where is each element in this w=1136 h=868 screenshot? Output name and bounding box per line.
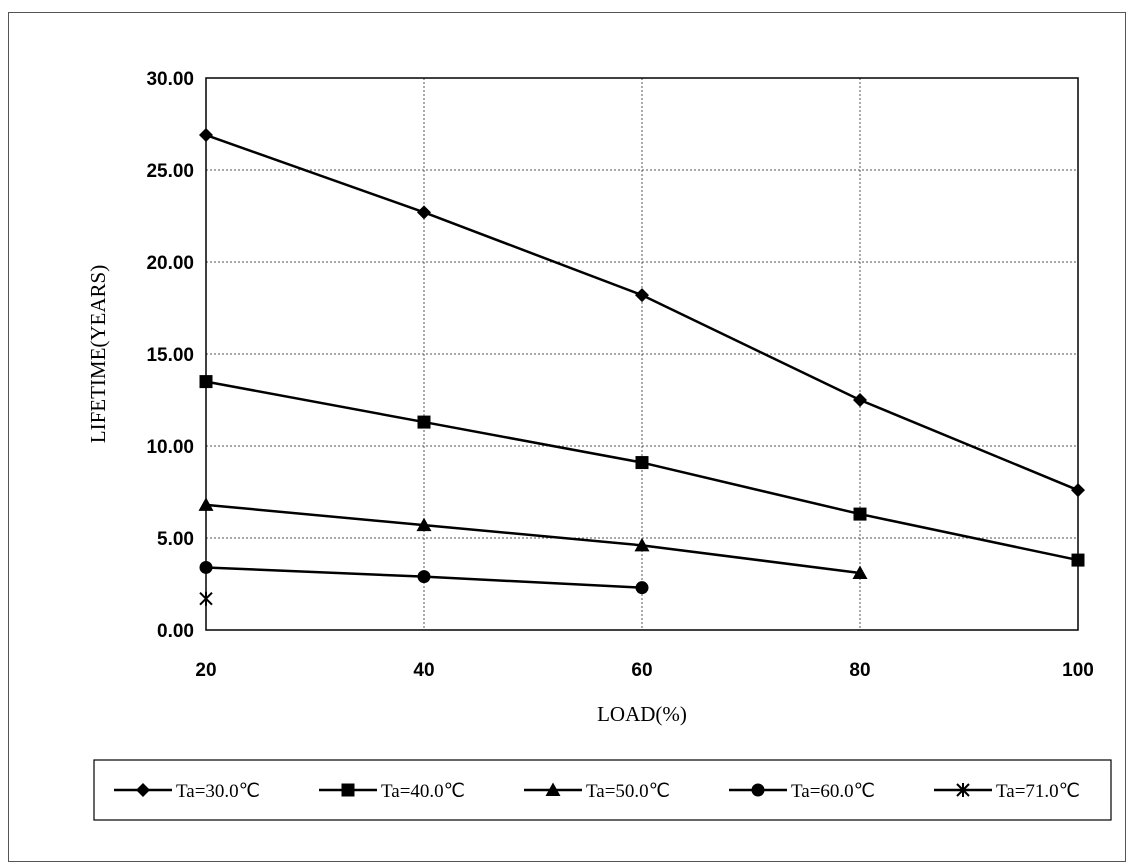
legend-label: Ta=30.0℃ <box>176 781 260 802</box>
series-2 <box>199 375 1085 567</box>
legend-item: Ta=40.0℃ <box>319 781 465 802</box>
y-axis-label: LIFETIME(YEARS) <box>86 265 110 443</box>
legend: Ta=30.0℃ Ta=40.0℃ Ta=50.0℃ Ta=60.0℃ Ta=71.0℃ <box>114 781 1080 802</box>
data-point <box>635 288 649 303</box>
series-4 <box>199 560 649 595</box>
data-point <box>635 581 649 595</box>
data-point <box>635 456 649 470</box>
y-tick-label: 20.00 <box>146 253 194 274</box>
legend-marker <box>341 783 355 797</box>
x-axis-ticks: 20 40 60 80 100 <box>195 660 1093 681</box>
x-axis-label: LOAD(%) <box>597 702 687 726</box>
legend-marker <box>751 783 765 797</box>
data-point <box>199 375 213 389</box>
y-tick-label: 15.00 <box>146 345 194 366</box>
y-tick-label: 5.00 <box>157 529 194 550</box>
data-point <box>853 507 867 521</box>
series-3 <box>198 497 868 579</box>
legend-label: Ta=71.0℃ <box>996 781 1080 802</box>
y-tick-label: 25.00 <box>146 161 194 182</box>
data-point <box>417 415 431 429</box>
data-point <box>1071 483 1085 498</box>
series-line <box>205 503 861 575</box>
y-tick-label: 10.00 <box>146 437 194 458</box>
data-point <box>199 591 213 606</box>
series-line <box>205 133 1079 492</box>
data-point <box>199 128 213 143</box>
legend-item: Ta=60.0℃ <box>729 781 875 802</box>
data-point <box>1071 553 1085 567</box>
data-point <box>417 205 431 220</box>
x-tick-label: 60 <box>631 660 652 681</box>
data-point <box>416 517 432 532</box>
legend-label: Ta=60.0℃ <box>791 781 875 802</box>
data-point <box>198 497 214 511</box>
x-tick-label: 20 <box>195 660 216 681</box>
legend-marker <box>956 783 970 797</box>
legend-label: Ta=40.0℃ <box>381 781 465 802</box>
data-point <box>199 560 213 574</box>
legend-marker <box>545 782 561 796</box>
data-point <box>852 565 868 579</box>
y-tick-label: 30.00 <box>146 69 194 90</box>
series-5 <box>199 591 213 606</box>
data-point <box>853 393 867 407</box>
x-tick-label: 100 <box>1062 660 1094 681</box>
y-tick-label: 0.00 <box>157 621 194 642</box>
legend-item: Ta=71.0℃ <box>934 781 1080 802</box>
legend-item: Ta=30.0℃ <box>114 781 260 802</box>
grid-lines <box>206 78 1078 630</box>
plot-area <box>205 77 1079 631</box>
data-point <box>634 537 650 552</box>
legend-item: Ta=50.0℃ <box>524 781 670 802</box>
legend-label: Ta=50.0℃ <box>586 781 670 802</box>
x-tick-label: 80 <box>849 660 870 681</box>
data-point <box>417 570 431 584</box>
x-tick-label: 40 <box>413 660 434 681</box>
legend-marker <box>136 783 150 797</box>
series-1 <box>199 128 1085 498</box>
series-layer <box>198 128 1085 606</box>
chart-frame <box>8 12 1126 862</box>
y-axis-ticks: 0.00 5.00 10.00 15.00 20.00 25.00 30.00 <box>146 69 194 642</box>
